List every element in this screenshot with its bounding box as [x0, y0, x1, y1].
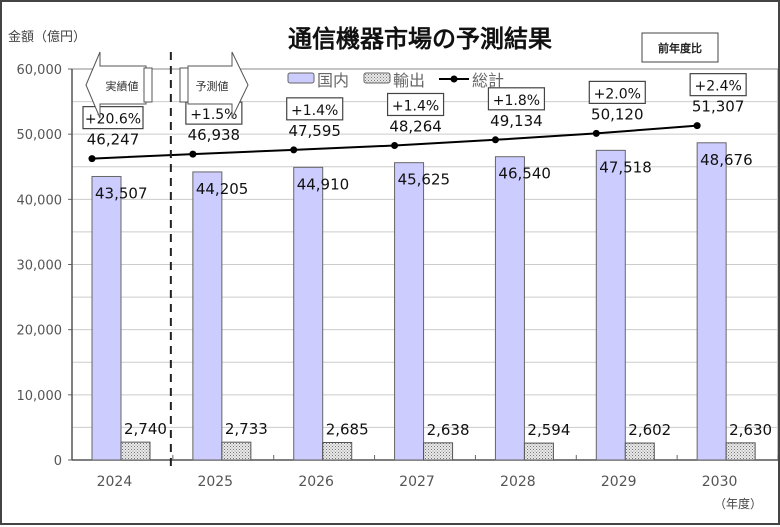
total-marker [491, 136, 499, 144]
total-label: 48,264 [389, 117, 442, 135]
total-marker [592, 129, 600, 137]
bar-export [624, 442, 655, 461]
bar-export [322, 442, 353, 461]
bar-domestic-label: 44,205 [196, 180, 249, 198]
yoy-label: +1.8% [493, 93, 540, 109]
x-tick-label: 2029 [601, 474, 637, 490]
x-tick-label: 2025 [197, 474, 233, 490]
legend-domestic-swatch [287, 72, 315, 84]
bar-export-label: 2,602 [628, 421, 671, 439]
plot-area: 0 10,000 20,000 30,000 40,000 50,000 60,000 43,… [17, 51, 779, 490]
total-marker [391, 141, 399, 149]
yoy-label: +20.6% [85, 112, 141, 128]
total-label: 49,134 [490, 112, 543, 130]
legend-total-label: 総計 [472, 71, 504, 90]
bar-export-label: 2,594 [527, 421, 570, 439]
total-marker [693, 122, 701, 130]
y-tick-label: 50,000 [17, 128, 63, 143]
y-tick-label: 60,000 [17, 63, 63, 78]
x-tick-label: 2030 [702, 474, 738, 490]
total-marker [189, 150, 197, 158]
bar-domestic [293, 166, 324, 461]
yoy-box [386, 92, 445, 117]
yoy-box [286, 97, 344, 121]
bar-domestic [696, 142, 727, 461]
bar-domestic [494, 156, 525, 461]
yoy-label: +1.5% [190, 107, 237, 123]
y-tick-label: 30,000 [17, 259, 63, 274]
yoy-label: +2.4% [694, 79, 741, 95]
legend-total-marker [450, 75, 458, 83]
x-tick-label: 2024 [97, 474, 133, 490]
bar-domestic [595, 149, 626, 461]
yoy-box [487, 87, 546, 111]
yoy-legend-box: 前年度比 [641, 32, 719, 63]
bar-export [120, 441, 151, 461]
legend-domestic-label: 国内 [317, 71, 349, 90]
total-label: 50,120 [591, 105, 644, 123]
x-axis-label: （年度） [714, 496, 762, 511]
bar-export [221, 441, 252, 461]
bar-domestic [394, 162, 425, 461]
forecast-arrow [187, 51, 249, 119]
bar-export-label: 2,733 [225, 420, 268, 438]
bar-export [523, 442, 554, 461]
bar-export [725, 442, 756, 461]
x-tick-label: 2027 [399, 474, 435, 490]
actual-arrow-bars [143, 67, 153, 103]
yoy-box [689, 73, 747, 97]
y-tick-label: 20,000 [17, 324, 63, 339]
bar-domestic [91, 175, 122, 461]
bar-domestic-label: 46,540 [498, 165, 551, 183]
bar-domestic [192, 171, 223, 461]
y-axis-label: 金額（億円） [8, 29, 86, 45]
bar-export-label: 2,740 [124, 420, 167, 438]
total-label: 46,247 [87, 131, 140, 149]
y-tick-label: 40,000 [17, 193, 63, 208]
bar-domestic-label: 44,910 [297, 175, 350, 193]
bar-domestic-label: 43,507 [95, 184, 148, 202]
actual-label: 実績値 [106, 79, 139, 93]
total-label: 51,307 [692, 98, 745, 116]
bar-export-label: 2,685 [326, 421, 369, 439]
forecast-label: 予測値 [196, 79, 229, 93]
yoy-label: +1.4% [291, 103, 338, 119]
total-label: 46,938 [188, 126, 241, 144]
forecast-arrow-bars [179, 67, 189, 103]
bar-export-label: 2,630 [729, 421, 772, 439]
total-marker [290, 146, 298, 154]
y-tick-label: 0 [54, 454, 62, 469]
total-marker [88, 155, 96, 163]
legend-export-swatch [363, 72, 391, 84]
bar-export-label: 2,638 [427, 421, 470, 439]
bar-export [423, 442, 454, 461]
y-tick-label: 10,000 [17, 389, 63, 404]
bar-domestic-label: 45,625 [398, 171, 451, 189]
yoy-label: +2.0% [594, 86, 641, 102]
chart-title: 通信機器市場の予測結果 [288, 25, 552, 53]
x-tick-label: 2028 [500, 474, 536, 490]
bar-domestic-label: 48,676 [700, 151, 753, 169]
x-tick-label: 2026 [298, 474, 334, 490]
legend-export-label: 輸出 [393, 71, 425, 90]
bar-domestic-label: 47,518 [599, 158, 652, 176]
yoy-box [588, 80, 646, 104]
total-label: 47,595 [288, 122, 341, 140]
yoy-legend-label: 前年度比 [658, 41, 702, 55]
yoy-label: +1.4% [392, 98, 439, 114]
